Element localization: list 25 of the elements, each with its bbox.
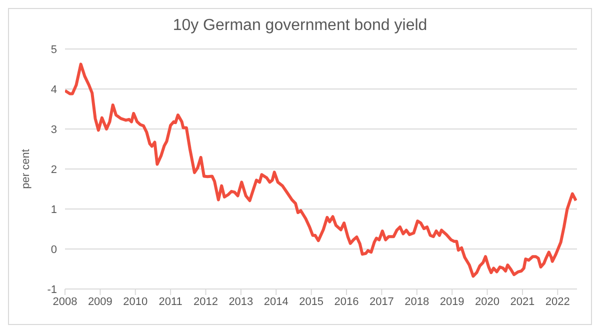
x-tick-label: 2019 <box>440 296 464 308</box>
chart-title: 10y German government bond yield <box>172 16 428 36</box>
x-tick-label: 2011 <box>158 296 182 308</box>
x-tick-label: 2016 <box>334 296 359 308</box>
x-tick-label: 2017 <box>369 296 394 308</box>
y-axis-title: per cent <box>20 149 32 189</box>
y-tick-label: -1 <box>47 284 57 296</box>
x-tick-label: 2021 <box>510 296 535 308</box>
x-tick-label: 2022 <box>545 296 570 308</box>
x-tick-label: 2015 <box>299 296 324 308</box>
x-tick-label: 2012 <box>194 296 218 308</box>
x-tick-label: 2020 <box>475 296 500 308</box>
x-tick-label: 2010 <box>123 296 148 308</box>
y-tick-label: 3 <box>50 124 57 136</box>
x-tick-label: 2008 <box>52 296 78 308</box>
y-tick-label: 5 <box>50 44 57 56</box>
x-tick-label: 2013 <box>228 296 254 308</box>
line-series <box>65 62 577 278</box>
x-tick-label: 2014 <box>264 296 288 308</box>
x-tick-label: 2018 <box>404 296 430 308</box>
y-tick-label: 0 <box>50 244 57 256</box>
y-tick-label: 4 <box>50 84 57 96</box>
y-tick-label: 1 <box>50 204 57 216</box>
y-tick-label: 2 <box>50 164 57 176</box>
x-tick-label: 2009 <box>88 296 112 308</box>
